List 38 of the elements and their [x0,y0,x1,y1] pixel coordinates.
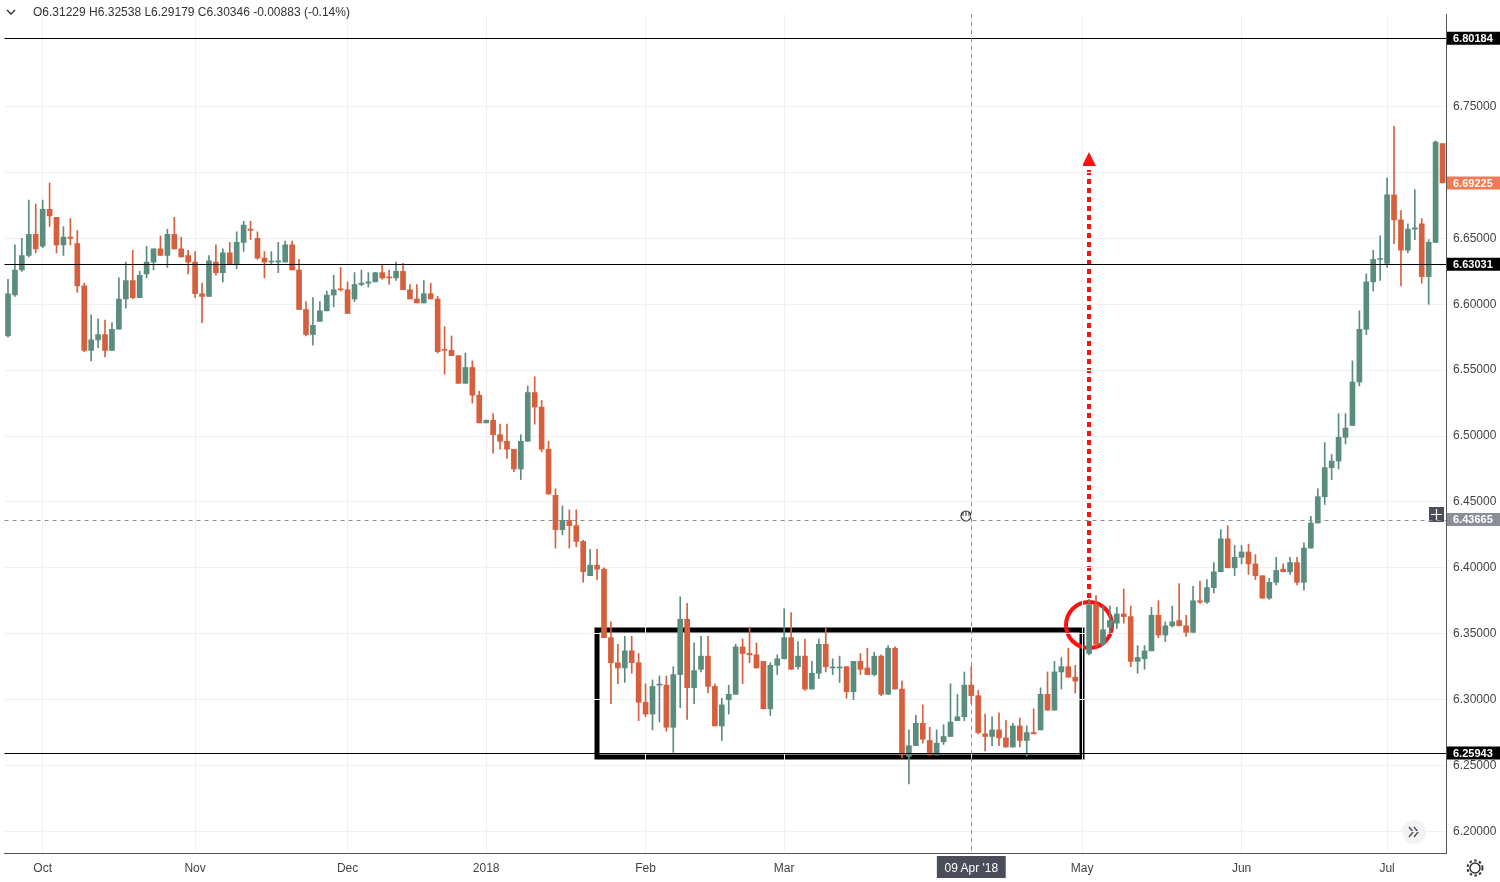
x-tick-label: Feb [635,860,657,875]
x-tick-label: Jul [1379,860,1395,875]
candlestick [989,716,995,747]
y-tick-label: 6.50000 [1453,428,1497,443]
text: 6.69225 [1453,176,1493,189]
candlestick [310,297,316,346]
ref-line-label: 6.43665 [1453,513,1493,526]
y-tick-label: 6.20000 [1453,823,1497,838]
candlestick [1197,580,1203,604]
y-tick-label: 6.25000 [1453,757,1497,772]
y-tick-label: 6.75000 [1453,98,1497,113]
candlestick [95,318,101,349]
candlestick [330,274,337,308]
candlestick [982,713,988,752]
y-tick-label: 6.45000 [1453,494,1497,509]
ref-line-label: 6.80184 [1453,31,1494,44]
ref-line-label: 6.25943 [1453,746,1493,759]
y-tick-label: 6.65000 [1453,230,1497,245]
x-tick-label: May [1070,860,1094,875]
ref-line-label: 6.63031 [1453,257,1493,270]
y-tick-label: 6.40000 [1453,560,1497,575]
x-tick-label: 09 Apr '18 [944,860,999,875]
x-tick-label: 2018 [472,860,500,875]
candlestick [594,549,600,581]
y-tick-label: 6.55000 [1453,362,1497,377]
candlestick [414,284,420,304]
x-tick-label: Oct [33,860,53,875]
x-tick-label: Mar [773,860,795,875]
candlestick [1411,189,1418,241]
annotation: O6.31229 H6.32538 L6.29179 C6.30346 -0.00883 (-0.14%) [33,5,350,20]
y-tick-label: 6.35000 [1453,626,1497,641]
x-tick-label: Nov [184,860,206,875]
x-tick-label: Jun [1231,860,1252,875]
x-tick-label: Dec [336,860,359,875]
candlestick [1391,126,1397,244]
y-tick-label: 6.30000 [1453,691,1497,706]
y-tick-label: 6.60000 [1453,296,1497,311]
candlestick [88,314,94,362]
